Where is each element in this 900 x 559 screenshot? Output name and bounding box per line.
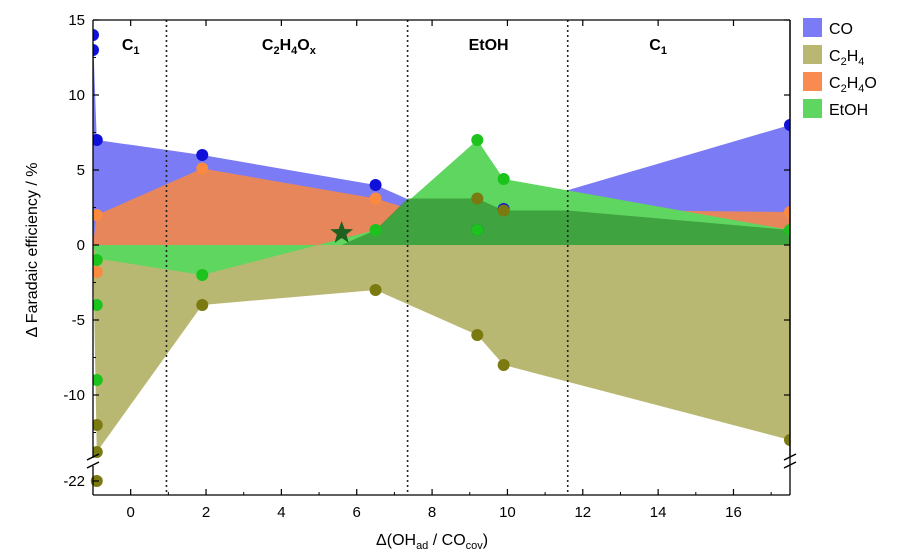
x-axis-title: Δ(OHad / COcov): [376, 532, 488, 552]
point-etoh-5: [471, 134, 484, 146]
x-tick-label-5: 10: [499, 504, 516, 521]
point-c2h4o-2: [196, 162, 209, 175]
point-c2h4-4: [471, 192, 484, 205]
x-tick-label-3: 6: [353, 504, 361, 521]
legend-swatch-0: [803, 18, 822, 37]
y-tick-label-5: 15: [68, 12, 85, 29]
axis-break-left-b: [86, 461, 100, 469]
point-c2h4-5: [471, 329, 484, 341]
region-labels: C1 C2H4Ox EtOH C1: [122, 37, 667, 57]
point-c2h4o-1: [93, 266, 103, 278]
point-layer: [93, 29, 790, 458]
legend-swatch-2: [803, 72, 822, 91]
point-c2h4o-3: [369, 192, 382, 205]
axis-break-left-a: [86, 453, 100, 461]
axis-break-right-b: [783, 461, 797, 469]
legend-label-1: C2H4: [829, 48, 864, 68]
point-c2h4o-4: [784, 206, 790, 218]
x-tick-label-7: 14: [650, 504, 667, 521]
point-co-1: [93, 44, 99, 56]
y-axis-title: Δ Faradaic efficiency / %: [24, 163, 41, 338]
y-tick-label-4: 10: [68, 87, 85, 104]
point-co-4: [369, 179, 382, 191]
point-etoh-7: [497, 173, 510, 185]
point-c2h4-6: [497, 204, 510, 217]
area-layer: [93, 35, 790, 452]
point-etoh-4: [369, 224, 382, 236]
point-co-2: [93, 134, 103, 146]
x-tick-label-2: 4: [277, 504, 285, 521]
point-etoh-8: [784, 224, 790, 236]
region-label-2: EtOH: [469, 37, 509, 54]
x-tick-label-1: 2: [202, 504, 210, 521]
region-label-1: C2H4Ox: [262, 37, 317, 57]
point-co-0: [93, 29, 99, 41]
legend-label-0: CO: [829, 21, 853, 38]
axes: -10 -5 0 5 10 15 -22 0 2 4 6 8 10 12 14 16 Δ Faradaic ef…: [24, 12, 797, 552]
y-tick-label-3: 5: [77, 162, 85, 179]
point-etoh-1: [93, 299, 103, 311]
x-tick-label-6: 12: [574, 504, 591, 521]
y-tick-label-1: -5: [72, 312, 85, 329]
legend-label-3: EtOH: [829, 102, 868, 119]
x-tick-label-0: 0: [127, 504, 135, 521]
point-etoh-3: [196, 269, 209, 281]
y-break-label: -22: [63, 473, 85, 490]
divider-layer: [165, 20, 569, 495]
y-tick-label-2: 0: [77, 237, 85, 254]
point-etoh-2: [93, 374, 103, 386]
point-c2h4-7: [497, 359, 510, 371]
point-c2h4o-0: [93, 209, 103, 221]
point-co-7: [784, 119, 790, 131]
point-etoh-6: [471, 224, 484, 236]
area-overlap: [341, 198, 790, 245]
point-c2h4-3: [369, 284, 382, 296]
region-label-3: C1: [649, 37, 667, 57]
legend-label-2: C2H4O: [829, 75, 877, 95]
star-marker: [330, 221, 354, 243]
area-c2h4: [93, 245, 790, 452]
x-tick-label-8: 16: [725, 504, 742, 521]
x-tick-label-4: 8: [428, 504, 436, 521]
legend: CO C2H4 C2H4O EtOH: [803, 18, 877, 119]
point-c2h4-8: [784, 434, 790, 446]
point-co-3: [196, 149, 209, 161]
legend-swatch-3: [803, 99, 822, 118]
point-c2h4-0: [93, 419, 103, 431]
point-etoh-0: [93, 254, 103, 266]
y-tick-label-0: -10: [63, 387, 85, 404]
legend-swatch-1: [803, 45, 822, 64]
point-c2h4-2: [196, 299, 209, 311]
region-label-0: C1: [122, 37, 140, 57]
axis-break-right-a: [783, 453, 797, 461]
